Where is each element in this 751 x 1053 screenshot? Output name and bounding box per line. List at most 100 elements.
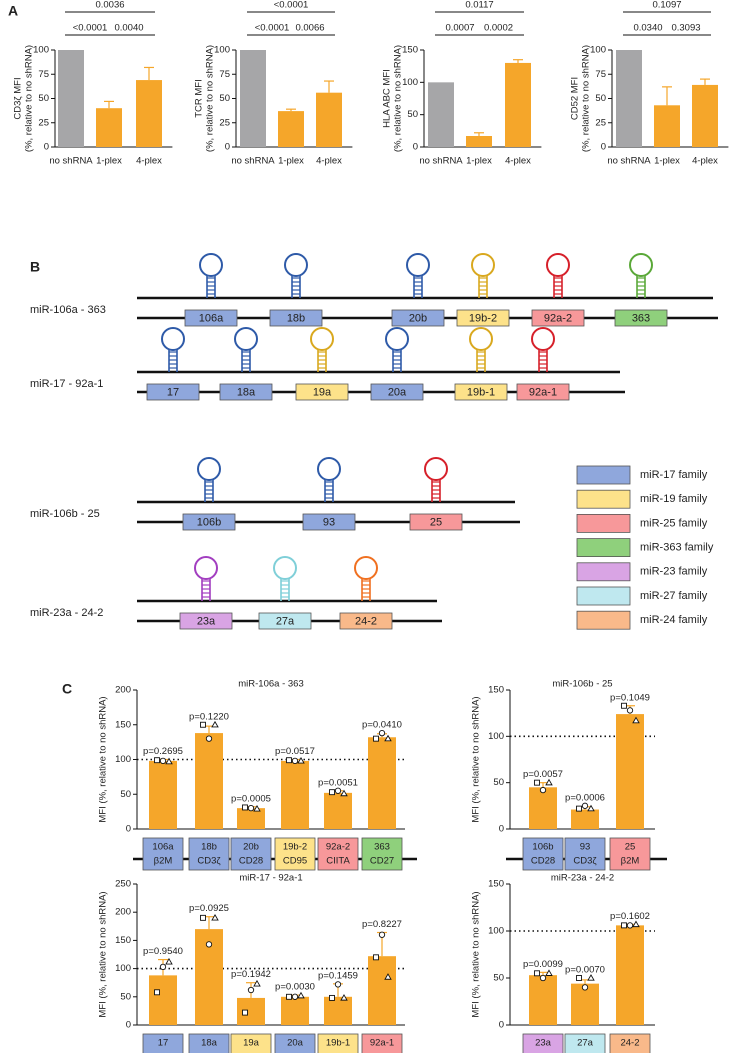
point — [576, 975, 582, 981]
y-tick-label: 100 — [402, 77, 418, 88]
point — [329, 789, 335, 796]
hairpin-loop — [406, 253, 430, 277]
y-axis-label: MFI (%, relative to no shRNA) — [471, 696, 482, 822]
p-value: p=0.1049 — [610, 692, 650, 703]
y-tick-label: 50 — [407, 109, 418, 120]
legend-swatch — [576, 489, 631, 509]
bar — [316, 92, 342, 147]
x-tick-label: 93 — [580, 842, 591, 853]
point — [286, 993, 292, 1000]
category-box — [188, 837, 230, 871]
point — [291, 757, 299, 765]
y-axis-label: (%, relative to no shRNA) — [393, 45, 404, 152]
mirna-box — [339, 612, 393, 630]
x-tick-label: 1-plex — [654, 156, 680, 167]
comparison-label: 0.0040 — [114, 23, 143, 34]
bar — [529, 975, 557, 1025]
y-tick-label: 100 — [115, 963, 131, 974]
chart-title: miR-106b - 25 — [552, 679, 612, 690]
p-value: p=0.0925 — [189, 903, 229, 914]
x-tick-label: 106b — [532, 842, 553, 853]
point — [373, 954, 379, 961]
y-tick-label: 0 — [126, 1020, 131, 1031]
bar — [149, 760, 177, 829]
hairpin-loop — [531, 327, 555, 351]
point — [205, 941, 213, 948]
category-box — [522, 1033, 564, 1053]
p-value: p=0.0030 — [275, 982, 315, 993]
bar — [278, 111, 304, 147]
y-axis-label: TCR MFI — [194, 79, 205, 118]
legend-label: miR-27 family — [640, 590, 708, 602]
hairpin — [199, 253, 223, 298]
point — [545, 778, 553, 786]
bar — [58, 50, 84, 147]
point — [247, 986, 255, 994]
point — [159, 757, 167, 765]
mirna-box — [182, 513, 236, 531]
mirna-label: 24-2 — [355, 615, 377, 627]
bar — [616, 925, 644, 1025]
category-box — [522, 837, 564, 871]
cluster-name: miR-106a - 363 — [30, 304, 106, 316]
mirna-box — [184, 309, 238, 327]
point — [253, 979, 261, 987]
y-axis-label: (%, relative to no shRNA) — [581, 45, 592, 152]
mirna-label: 363 — [632, 312, 650, 324]
bar — [529, 787, 557, 829]
p-value: p=0.1459 — [318, 970, 358, 981]
x-tick-label: 4-plex — [316, 156, 342, 167]
point — [626, 707, 634, 714]
comparison-label: 0.0066 — [295, 23, 324, 34]
comparison-label: 0.3093 — [671, 23, 700, 34]
x-tick-label: 18b — [201, 842, 217, 853]
hairpin-loop — [197, 457, 221, 481]
legend-swatch — [576, 610, 631, 630]
hairpin-loop — [273, 556, 297, 580]
error-bar — [662, 86, 672, 106]
mirna-box — [302, 513, 356, 531]
p-value: p=0.0057 — [523, 769, 563, 780]
y-tick-label: 100 — [488, 731, 504, 742]
hairpin — [546, 253, 570, 298]
x-tick-label: 17 — [158, 1038, 169, 1049]
mirna-label: 92a-1 — [529, 386, 557, 398]
point — [340, 994, 348, 1001]
x-tick-label: 23a — [535, 1038, 552, 1049]
hairpin-loop — [469, 327, 493, 351]
category-box — [274, 837, 316, 871]
category-box — [317, 1033, 359, 1053]
point — [539, 974, 547, 982]
point — [384, 973, 392, 980]
p-value: p=0.0005 — [231, 793, 271, 804]
cluster-name: miR-17 - 92a-1 — [30, 378, 103, 390]
error-bar — [513, 59, 523, 63]
point — [334, 981, 342, 988]
hairpin — [354, 556, 378, 601]
point — [291, 993, 299, 1000]
mirna-label: 20b — [409, 312, 427, 324]
error-bar — [104, 100, 114, 109]
x-tick-label: no shRNA — [419, 156, 463, 167]
category-box — [188, 1033, 230, 1053]
mirna-box — [370, 383, 424, 401]
y-tick-label: 50 — [120, 991, 131, 1002]
point — [242, 1009, 248, 1016]
y-tick-label: 0 — [126, 824, 131, 835]
x-tick-label: no shRNA — [231, 156, 275, 167]
bar — [505, 62, 531, 147]
x-tick-label: 363 — [374, 842, 390, 853]
point — [621, 922, 627, 929]
hairpin — [197, 457, 221, 502]
target-label: CIITA — [239, 1052, 263, 1053]
category-box — [230, 837, 272, 871]
hairpin-loop — [629, 253, 653, 277]
hairpin-loop — [284, 253, 308, 277]
bar — [571, 809, 599, 829]
p-value: p=0.2695 — [143, 746, 183, 757]
error-bar — [286, 108, 296, 112]
y-axis-label: (%, relative to no shRNA) — [24, 45, 35, 152]
target-label: CD95 — [618, 1052, 642, 1053]
bar — [136, 80, 162, 147]
chart-title: miR-23a - 24-2 — [551, 873, 614, 884]
